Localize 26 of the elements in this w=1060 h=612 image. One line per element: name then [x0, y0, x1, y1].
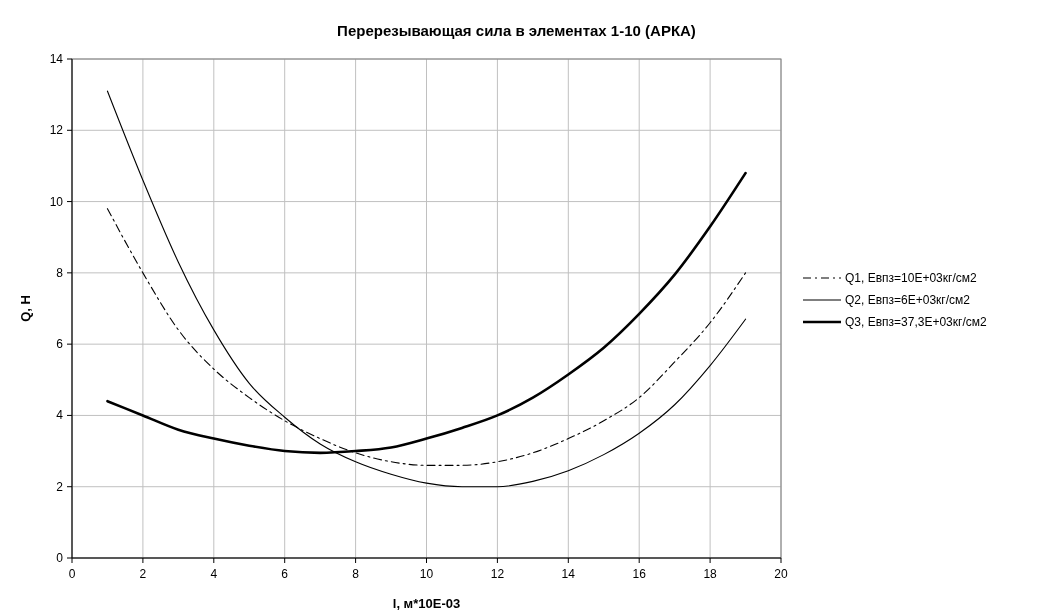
y-tick-label: 14 — [49, 52, 64, 66]
y-tick-label: 2 — [56, 479, 64, 494]
chart-title: Перерезывающая сила в элементах 1-10 (АРКА) — [337, 22, 696, 39]
x-tick-label: 4 — [210, 567, 218, 581]
line-series — [106, 90, 747, 488]
x-tick-label: 2 — [139, 567, 147, 581]
x-tick-label: 14 — [561, 567, 576, 581]
y-tick-label: 6 — [56, 337, 64, 352]
x-axis-title: l, м*10E-03 — [392, 596, 461, 611]
y-tick-label: 0 — [56, 551, 64, 565]
x-tick-label: 12 — [490, 567, 505, 581]
x-tick-label: 16 — [632, 567, 647, 581]
y-tick-label: 4 — [56, 408, 64, 423]
x-tick-label: 6 — [281, 567, 289, 581]
x-tick-label: 10 — [419, 567, 434, 581]
x-tick-label: 18 — [703, 567, 718, 581]
legend-label: Q2, Евпз=6E+03кг/см2 — [845, 293, 971, 307]
legend-label: Q3, Евпз=37,3E+03кг/см2 — [845, 315, 987, 329]
x-tick-label: 20 — [774, 567, 788, 581]
y-tick-label: 10 — [49, 194, 64, 209]
x-tick-label: 0 — [68, 567, 76, 581]
legend-label: Q1, Евпз=10E+03кг/см2 — [845, 271, 977, 285]
x-tick-label: 8 — [352, 567, 360, 581]
y-tick-label: 8 — [56, 265, 64, 280]
y-tick-label: 12 — [49, 123, 64, 138]
y-axis-title: Q, Н — [18, 295, 33, 322]
